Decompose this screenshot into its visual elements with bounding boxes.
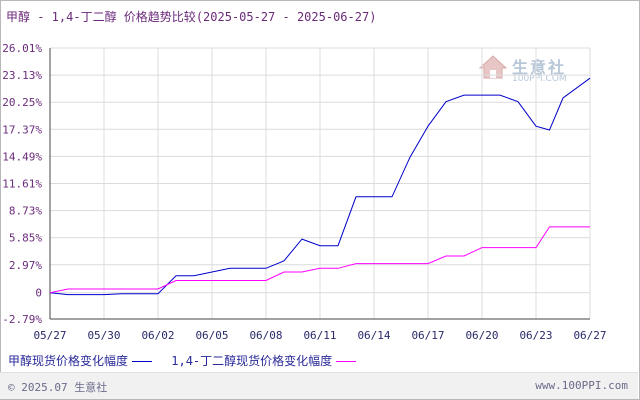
y-tick-label: 14.49% <box>2 150 42 163</box>
chart-title-range: (2025-05-27 - 2025-06-27) <box>195 10 377 24</box>
x-tick-label: 06/27 <box>573 329 606 342</box>
chart-title-main: 甲醇 - 1,4-丁二醇 价格趋势比较 <box>6 10 196 24</box>
y-tick-label: 23.13% <box>2 69 42 82</box>
y-tick-label: -2.79% <box>2 313 42 326</box>
legend-item-methanol: 甲醇现货价格变化幅度 <box>8 352 156 369</box>
watermark-url: 100PPI.COM <box>512 74 567 84</box>
x-tick-label: 06/23 <box>519 329 552 342</box>
x-tick-label: 06/14 <box>357 329 390 342</box>
footer-site-link[interactable]: www.100PPI.com <box>535 379 628 392</box>
watermark-name: 生意社 <box>512 58 567 77</box>
y-tick-label: 11.61% <box>2 178 42 191</box>
y-tick-label: 20.25% <box>2 96 42 109</box>
y-tick-label: 26.01% <box>2 42 42 55</box>
x-tick-label: 06/02 <box>141 329 174 342</box>
y-tick-label: 0 <box>35 287 42 300</box>
watermark: 生意社 100PPI.COM <box>478 54 598 84</box>
x-tick-label: 05/27 <box>33 329 66 342</box>
x-tick-label: 06/08 <box>249 329 282 342</box>
y-tick-label: 5.85% <box>9 232 42 245</box>
line-chart: 26.01% 23.13% 20.25% 17.37% 14.49% 11.61% 8.73… <box>2 42 606 342</box>
y-tick-label: 2.97% <box>9 259 42 272</box>
x-tick-label: 06/11 <box>303 329 336 342</box>
footer-copyright: © 2025.07 生意社 <box>8 381 108 394</box>
footer-bar: © 2025.07 生意社 www.100PPI.com <box>0 372 638 399</box>
y-tick-label: 8.73% <box>9 205 42 218</box>
legend-swatch-methanol <box>132 361 153 362</box>
legend-item-bdo: 1,4-丁二醇现货价格变化幅度 <box>171 352 360 369</box>
x-tick-label: 06/05 <box>195 329 228 342</box>
legend-swatch-bdo <box>336 361 357 362</box>
legend-label-methanol: 甲醇现货价格变化幅度 <box>8 354 129 368</box>
x-tick-label: 06/17 <box>411 329 444 342</box>
series-line-bdo <box>49 226 590 294</box>
chart-legend: 甲醇现货价格变化幅度 1,4-丁二醇现货价格变化幅度 <box>8 352 368 369</box>
x-tick-label: 06/20 <box>465 329 498 342</box>
y-tick-label: 17.37% <box>2 123 42 136</box>
series-line-methanol <box>49 77 591 296</box>
chart-title: 甲醇 - 1,4-丁二醇 价格趋势比较(2025-05-27 - 2025-06… <box>6 8 376 25</box>
legend-label-bdo: 1,4-丁二醇现货价格变化幅度 <box>171 354 333 368</box>
x-tick-label: 05/30 <box>87 329 120 342</box>
house-logo-icon <box>478 55 508 79</box>
